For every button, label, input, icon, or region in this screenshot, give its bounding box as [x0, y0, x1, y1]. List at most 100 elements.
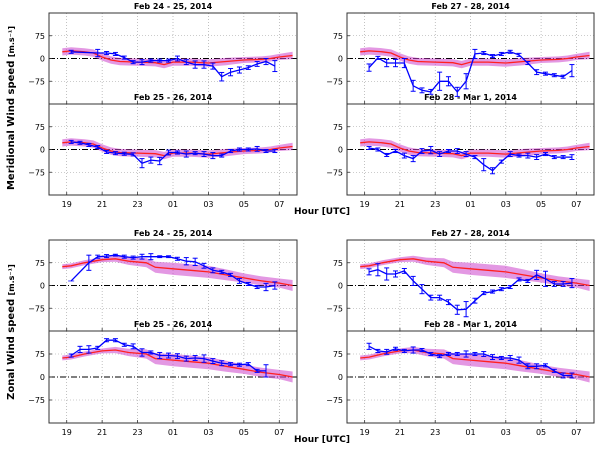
- x-tick-label: 01: [168, 200, 178, 209]
- observation-point: [366, 342, 372, 350]
- y-tick-label: 0: [338, 146, 343, 155]
- observation-point: [228, 272, 234, 277]
- y-tick-label: 0: [338, 282, 343, 291]
- observation-point: [560, 281, 566, 287]
- observation-point: [560, 155, 566, 160]
- observation-point: [148, 253, 154, 261]
- x-tick-label: 23: [132, 200, 142, 209]
- observation-point: [219, 153, 225, 158]
- x-tick-label: 21: [97, 200, 107, 209]
- observation-point: [551, 281, 557, 287]
- observation-point: [428, 294, 434, 301]
- observation-point: [498, 159, 504, 164]
- x-tick-label: 19: [360, 428, 370, 437]
- observation-point: [445, 299, 451, 306]
- observation-point: [401, 152, 407, 159]
- y-tick-label: 0: [40, 55, 45, 64]
- model-line: [360, 50, 590, 66]
- model-line: [360, 349, 590, 378]
- y-tick-label: 75: [35, 32, 45, 41]
- observation-point: [148, 350, 154, 355]
- y-tick-label: −75: [326, 168, 343, 177]
- meridional-y-axis-label: Meridional Wind speed [m.s⁻¹]: [6, 26, 17, 190]
- observation-point: [401, 268, 407, 274]
- observation-point: [112, 338, 118, 343]
- observation-point: [130, 343, 136, 350]
- observation-point: [401, 58, 407, 69]
- observation-point: [236, 278, 242, 284]
- observation-point: [236, 66, 242, 74]
- observation-point: [210, 267, 216, 274]
- observation-point: [263, 149, 269, 154]
- observation-point: [104, 338, 110, 343]
- x-tick-label: 07: [274, 428, 284, 437]
- observation-line: [368, 147, 572, 172]
- panel-title: Feb 25 - 26, 2014: [134, 93, 213, 102]
- observation-point: [272, 149, 278, 154]
- model-line: [360, 258, 590, 287]
- panel-1: 75 0 −75 19 21 23 01 03 05 07 Feb 25 - 26, 2014: [28, 93, 298, 209]
- x-tick-label: 07: [274, 200, 284, 209]
- observation-point: [410, 275, 416, 286]
- observation-point: [454, 351, 460, 357]
- observation-point: [437, 354, 443, 359]
- observation-point: [490, 289, 496, 294]
- observation-point: [419, 148, 425, 154]
- observation-point: [130, 255, 136, 260]
- plot-area: [360, 138, 590, 175]
- observation-point: [68, 353, 74, 358]
- observation-point: [174, 55, 180, 62]
- observation-point: [236, 362, 242, 367]
- observation-point: [95, 345, 101, 350]
- observation-point: [437, 151, 443, 157]
- y-tick-label: 0: [40, 146, 45, 155]
- y-tick-label: −75: [28, 396, 45, 405]
- observation-point: [121, 342, 127, 347]
- observation-point: [174, 256, 180, 261]
- observation-point: [481, 351, 487, 357]
- observation-point: [551, 73, 557, 78]
- observation-point: [507, 151, 513, 157]
- x-tick-label: 19: [62, 200, 72, 209]
- y-tick-label: 75: [35, 259, 45, 268]
- observation-point: [192, 151, 198, 156]
- panel-title: Feb 28 - Mar 1, 2014: [424, 93, 517, 102]
- zonal-y-axis-label: Zonal Wind speed [m.s⁻¹]: [6, 264, 17, 400]
- y-tick-label: 0: [40, 282, 45, 291]
- x-tick-label: 21: [395, 200, 405, 209]
- x-tick-label: 05: [239, 200, 249, 209]
- panel-title: Feb 25 - 26, 2014: [134, 320, 213, 329]
- observation-line: [71, 51, 276, 78]
- panel-title: Feb 24 - 25, 2014: [134, 229, 213, 238]
- observation-point: [112, 253, 118, 257]
- observation-point: [236, 147, 242, 152]
- y-tick-label: 75: [333, 123, 343, 132]
- panel-0: 75 0 −75 Feb 24 - 25, 2014: [28, 2, 298, 105]
- y-tick-label: −75: [28, 77, 45, 86]
- observation-point: [166, 352, 172, 359]
- x-tick-label: 23: [132, 428, 142, 437]
- observation-point: [490, 354, 496, 361]
- y-tick-label: 75: [333, 259, 343, 268]
- observation-point: [507, 355, 513, 361]
- observation-point: [263, 58, 269, 66]
- observation-point: [542, 152, 548, 157]
- observation-point: [245, 65, 251, 70]
- observation-point: [419, 347, 425, 353]
- panel-5: 75 0 −75 19 21 23 01 03 05 07 Feb 25 - 26, 2014: [28, 320, 298, 437]
- panel-title: Feb 27 - 28, 2014: [431, 2, 510, 11]
- observation-point: [263, 364, 269, 378]
- observation-point: [525, 152, 531, 159]
- observation-point: [157, 255, 163, 259]
- x-tick-label: 01: [168, 428, 178, 437]
- observation-point: [86, 142, 92, 147]
- observation-point: [463, 73, 469, 90]
- model-uncertainty-band: [62, 47, 293, 69]
- observation-point: [542, 270, 548, 287]
- model-uncertainty-band: [360, 346, 590, 383]
- model-uncertainty-band: [360, 47, 590, 69]
- observation-point: [245, 362, 251, 367]
- observation-point: [384, 267, 390, 281]
- observation-point: [410, 79, 416, 92]
- observation-point: [366, 63, 372, 72]
